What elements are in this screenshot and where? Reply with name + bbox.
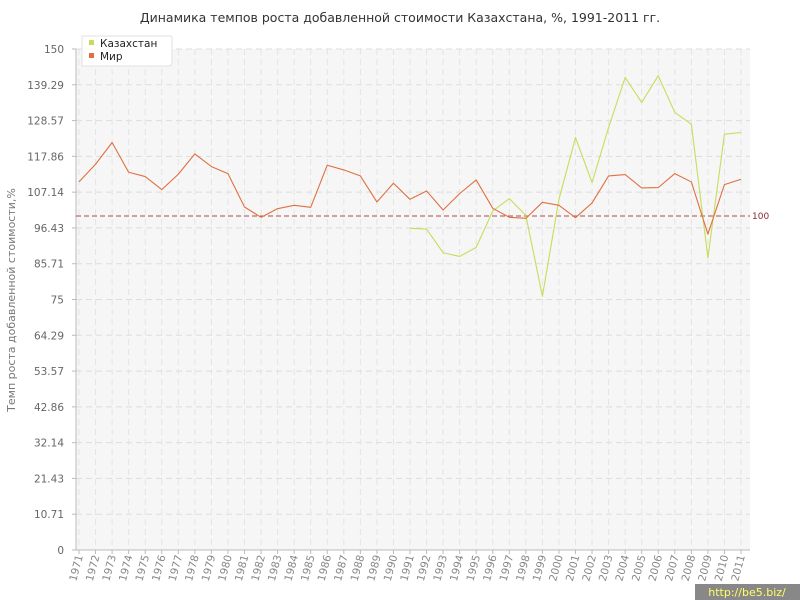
x-tick-label: 1992: [415, 554, 434, 583]
y-tick-label: 42.86: [34, 402, 64, 414]
y-tick-label: 128.57: [27, 116, 64, 128]
legend-label-kazakhstan: Казахстан: [100, 38, 157, 50]
x-tick-label: 1974: [117, 553, 136, 582]
x-tick-label: 2009: [696, 554, 715, 583]
x-tick-label: 1976: [150, 553, 169, 582]
y-axis-title: Темп роста добавленной стоимости,%: [5, 188, 18, 413]
x-tick-label: 1979: [200, 554, 219, 583]
x-tick-label: 1990: [382, 554, 401, 583]
grid-lines: [76, 48, 750, 550]
watermark: http://be5.biz/: [695, 584, 800, 600]
watermark-background: [695, 584, 800, 600]
x-tick-label: 1993: [431, 554, 450, 583]
x-tick-label: 2003: [597, 554, 616, 583]
x-tick-label: 1973: [100, 554, 119, 583]
x-tick-label: 1989: [365, 554, 384, 583]
series-line-kazakhstan: [409, 75, 742, 297]
x-tick-label: 1998: [514, 554, 533, 583]
x-tick-label: 1984: [283, 553, 302, 582]
x-tick-label: 2005: [630, 554, 649, 583]
x-tick-label: 2011: [729, 554, 748, 583]
x-tick-label: 1996: [481, 553, 500, 582]
x-tick-label: 2008: [680, 554, 699, 583]
x-tick-label: 1999: [531, 554, 550, 583]
series-line-world: [78, 141, 742, 235]
x-tick-label: 1981: [233, 554, 252, 583]
y-tick-label: 53.57: [34, 366, 64, 378]
x-tick-label: 2007: [663, 554, 682, 583]
x-tick-label: 1985: [299, 554, 318, 583]
legend-swatch-world: [89, 53, 94, 58]
x-tick-label: 1991: [398, 554, 417, 583]
x-tick-label: 2001: [564, 554, 583, 583]
legend-label-world: Мир: [100, 51, 123, 63]
y-tick-label: 150: [44, 44, 64, 56]
y-tick-label: 96.43: [34, 223, 64, 235]
y-tick-label: 75: [51, 295, 64, 307]
reference-line-label: 100: [752, 212, 769, 222]
y-tick-label: 85.71: [34, 259, 64, 271]
y-tick-label: 107.14: [27, 187, 64, 199]
x-tick-label: 2006: [647, 553, 666, 582]
y-tick-label: 10.71: [34, 509, 64, 521]
x-tick-label: 1994: [448, 553, 467, 582]
x-tick-label: 1972: [84, 554, 103, 583]
y-tick-label: 64.29: [34, 330, 64, 342]
x-tick-label: 2004: [614, 553, 633, 582]
x-tick-label: 2000: [547, 554, 566, 583]
legend: Казахстан Мир: [81, 35, 173, 67]
y-tick-label: 21.43: [34, 473, 64, 485]
x-tick-label: 2010: [713, 554, 732, 583]
x-axis-ticks: 1971197219731974197519761977197819791980…: [67, 550, 748, 583]
x-tick-label: 1980: [216, 554, 235, 583]
x-tick-label: 2002: [580, 554, 599, 583]
y-tick-label: 117.86: [27, 151, 64, 163]
x-tick-label: 1987: [332, 554, 351, 583]
y-tick-label: 139.29: [27, 80, 64, 92]
x-tick-label: 1983: [266, 554, 285, 583]
x-tick-label: 1988: [349, 554, 368, 583]
watermark-text: http://be5.biz/: [708, 586, 786, 599]
x-tick-label: 1977: [167, 554, 186, 583]
series-lines: [78, 75, 742, 297]
x-tick-label: 1995: [465, 554, 484, 583]
x-tick-label: 1986: [316, 553, 335, 582]
x-tick-label: 1982: [249, 554, 268, 583]
legend-box: [81, 35, 173, 67]
y-axis-ticks: 0 10.71 21.43 32.14 42.86 53.57 64.29 75 85.71 96…: [27, 44, 76, 557]
x-tick-label: 1971: [67, 554, 86, 583]
x-tick-label: 1978: [183, 554, 202, 583]
y-tick-label: 0: [57, 545, 64, 557]
chart-title: Динамика темпов роста добавленной стоимо…: [140, 10, 660, 25]
legend-swatch-kazakhstan: [89, 40, 94, 45]
x-tick-label: 1975: [134, 554, 153, 583]
y-tick-label: 32.14: [34, 438, 64, 450]
x-tick-label: 1997: [498, 554, 517, 583]
